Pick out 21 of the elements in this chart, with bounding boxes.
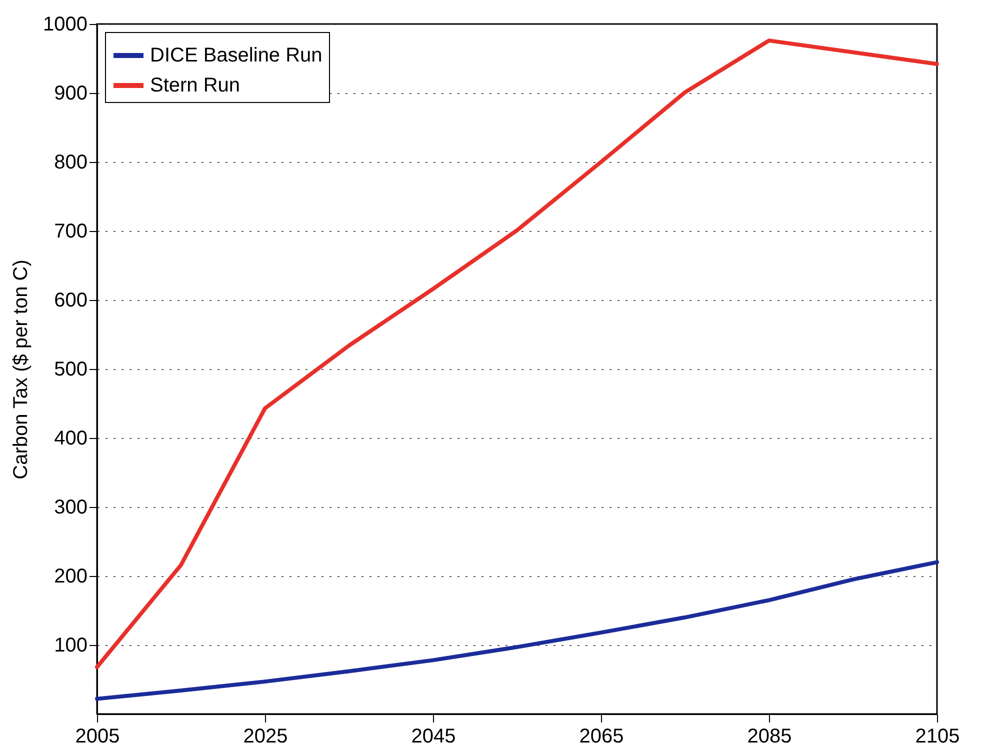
x-tick-label: 2085 [747,726,792,748]
y-tick-label: 400 [54,428,88,450]
y-tick-label: 800 [54,152,88,174]
line-series [95,38,939,670]
y-tick-label: 1000 [43,14,88,36]
y-tick-label: 700 [54,220,88,242]
legend-label: DICE Baseline Run [150,44,322,66]
y-tick-label: 600 [54,290,88,312]
x-tick-label: 2005 [75,726,120,748]
legend-label: Stern Run [150,74,240,96]
y-tick-label: 200 [54,566,88,588]
y-tick-label: 900 [54,82,88,104]
x-tick-label: 2025 [243,726,288,748]
x-tick-label: 2045 [411,726,456,748]
line-series [95,560,939,701]
x-tick-label: 2065 [579,726,624,748]
y-tick-label: 500 [54,358,88,380]
y-axis-title: Carbon Tax ($ per ton C) [10,260,32,480]
x-tick-label: 2105 [915,726,960,748]
y-tick-label: 300 [54,496,88,518]
y-tick-label: 100 [54,634,88,656]
